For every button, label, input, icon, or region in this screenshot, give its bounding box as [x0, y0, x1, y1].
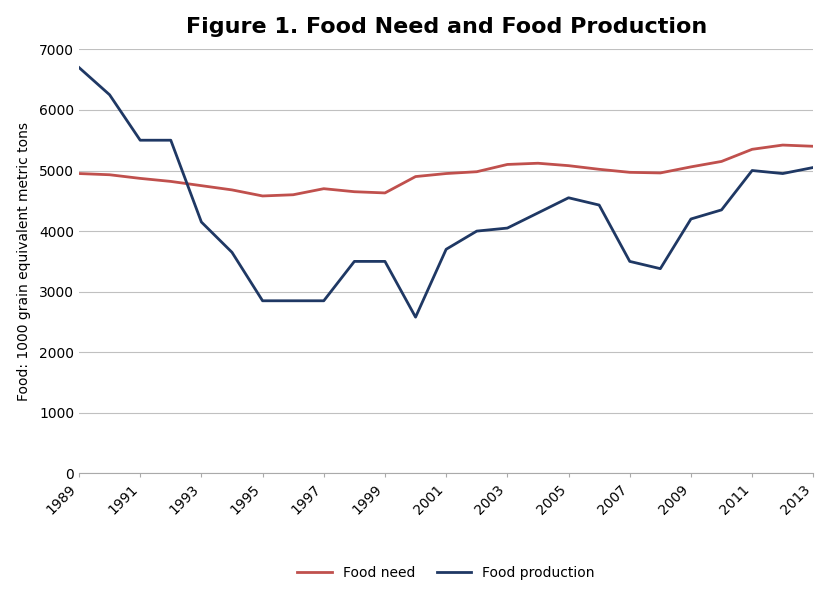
- Legend: Food need, Food production: Food need, Food production: [292, 560, 600, 585]
- Title: Figure 1. Food Need and Food Production: Figure 1. Food Need and Food Production: [186, 16, 707, 36]
- Y-axis label: Food: 1000 grain equivalent metric tons: Food: 1000 grain equivalent metric tons: [17, 122, 31, 401]
